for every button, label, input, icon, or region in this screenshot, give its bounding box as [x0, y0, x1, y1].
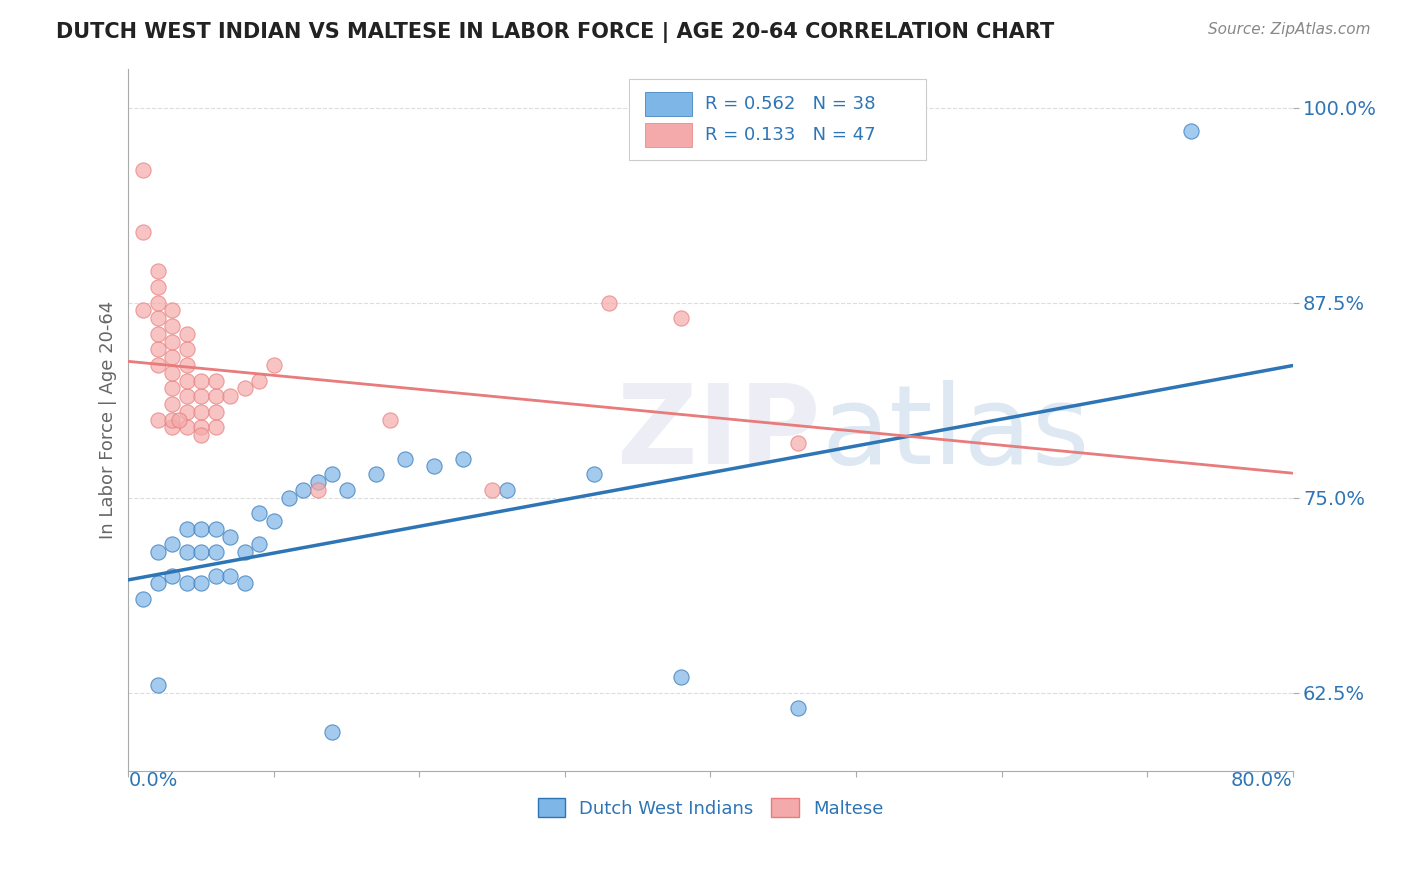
Point	[204, 420, 226, 434]
Text: DUTCH WEST INDIAN VS MALTESE IN LABOR FORCE | AGE 20-64 CORRELATION CHART: DUTCH WEST INDIAN VS MALTESE IN LABOR FO…	[56, 22, 1054, 44]
Point	[146, 343, 169, 357]
FancyBboxPatch shape	[645, 123, 692, 147]
Point	[190, 389, 212, 403]
Point	[292, 483, 315, 497]
Point	[146, 295, 169, 310]
Point	[160, 366, 183, 380]
Point	[481, 483, 503, 497]
Point	[132, 163, 155, 178]
Point	[146, 311, 169, 326]
Point	[190, 522, 212, 536]
Text: ZIP: ZIP	[617, 380, 821, 487]
Point	[671, 311, 693, 326]
Point	[786, 436, 808, 450]
Point	[169, 412, 191, 426]
Point	[451, 451, 474, 466]
Point	[263, 514, 285, 528]
Point	[204, 389, 226, 403]
Point	[176, 405, 198, 419]
Point	[380, 412, 402, 426]
Point	[160, 303, 183, 318]
Point	[233, 381, 256, 395]
Point	[132, 303, 155, 318]
Point	[233, 576, 256, 591]
Point	[583, 467, 606, 482]
Text: 0.0%: 0.0%	[128, 771, 177, 789]
Point	[160, 381, 183, 395]
Point	[146, 545, 169, 559]
Point	[219, 530, 242, 544]
Point	[671, 670, 693, 684]
Point	[394, 451, 416, 466]
Point	[146, 576, 169, 591]
Text: R = 0.562   N = 38: R = 0.562 N = 38	[704, 95, 875, 113]
Point	[146, 264, 169, 278]
Point	[160, 397, 183, 411]
Text: R = 0.133   N = 47: R = 0.133 N = 47	[704, 127, 876, 145]
Point	[190, 428, 212, 442]
Point	[160, 412, 183, 426]
Point	[249, 374, 271, 388]
Point	[263, 358, 285, 372]
Point	[510, 787, 533, 801]
Point	[176, 389, 198, 403]
Point	[598, 295, 620, 310]
Point	[146, 280, 169, 294]
Point	[204, 405, 226, 419]
Point	[160, 420, 183, 434]
Point	[219, 568, 242, 582]
Point	[160, 318, 183, 333]
Point	[146, 326, 169, 341]
Point	[249, 537, 271, 551]
Point	[176, 522, 198, 536]
Point	[336, 483, 359, 497]
Point	[176, 358, 198, 372]
Point	[160, 568, 183, 582]
Point	[190, 420, 212, 434]
Point	[307, 483, 329, 497]
Point	[132, 592, 155, 607]
Point	[176, 326, 198, 341]
Point	[364, 467, 387, 482]
FancyBboxPatch shape	[645, 93, 692, 116]
Point	[190, 576, 212, 591]
Point	[146, 358, 169, 372]
Point	[204, 545, 226, 559]
Point	[1180, 124, 1202, 138]
Point	[132, 225, 155, 239]
FancyBboxPatch shape	[628, 79, 925, 160]
Point	[204, 568, 226, 582]
Point	[204, 522, 226, 536]
Point	[176, 374, 198, 388]
Point	[249, 506, 271, 520]
Point	[160, 350, 183, 364]
Point	[176, 420, 198, 434]
Point	[190, 545, 212, 559]
Point	[307, 475, 329, 489]
Point	[146, 412, 169, 426]
Point	[204, 374, 226, 388]
Text: 80.0%: 80.0%	[1230, 771, 1292, 789]
Point	[219, 389, 242, 403]
Point	[176, 576, 198, 591]
Point	[277, 491, 299, 505]
Point	[321, 724, 343, 739]
Text: Source: ZipAtlas.com: Source: ZipAtlas.com	[1208, 22, 1371, 37]
Point	[160, 334, 183, 349]
Y-axis label: In Labor Force | Age 20-64: In Labor Force | Age 20-64	[100, 301, 117, 539]
Point	[423, 459, 446, 474]
Point	[146, 678, 169, 692]
Point	[190, 374, 212, 388]
Point	[160, 537, 183, 551]
Point	[190, 405, 212, 419]
Legend: Dutch West Indians, Maltese: Dutch West Indians, Maltese	[530, 791, 890, 825]
Point	[786, 701, 808, 715]
Point	[321, 467, 343, 482]
Text: atlas: atlas	[821, 380, 1090, 487]
Point	[176, 343, 198, 357]
Point	[495, 483, 517, 497]
Point	[233, 545, 256, 559]
Point	[176, 545, 198, 559]
